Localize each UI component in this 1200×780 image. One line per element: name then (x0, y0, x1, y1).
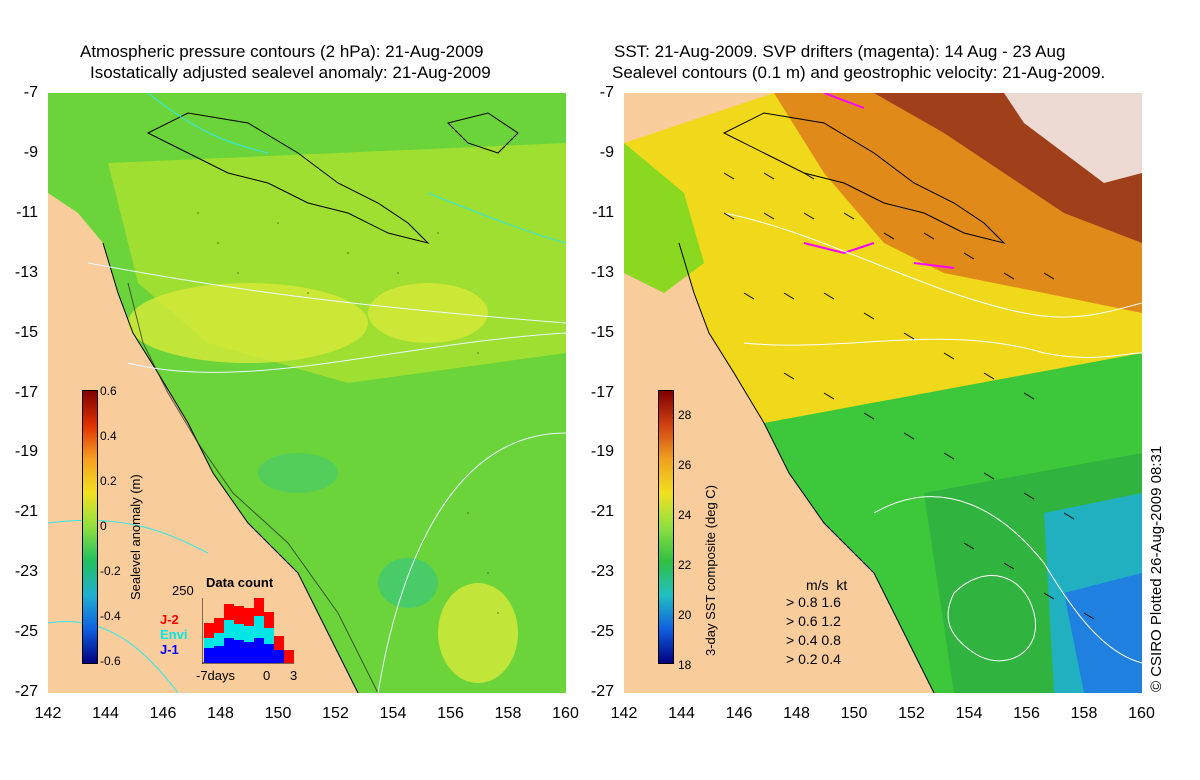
legend-j1: J-1 (160, 642, 179, 657)
sst-colorbar-label: 3-day SST composite (deg C) (703, 485, 718, 656)
x-tick-label: 152 (322, 705, 349, 722)
y-tick-label: -7 (23, 84, 38, 101)
y-tick-label: -15 (14, 323, 38, 341)
y-tick-label: -13 (590, 263, 614, 281)
speed-legend-row: > 0.6 1.2 (786, 613, 841, 629)
data-count-x-start: -7days (196, 668, 236, 683)
data-count-inset (201, 598, 294, 664)
speed-legend-ms-header: m/s (806, 577, 829, 593)
colorbar-tick-label: 20 (678, 608, 692, 622)
x-tick-label: 150 (264, 705, 292, 722)
x-tick-label: 144 (92, 705, 119, 722)
left-title-line1: Atmospheric pressure contours (2 hPa): 2… (80, 42, 484, 61)
right-title-line1: SST: 21-Aug-2009. SVP drifters (magenta)… (614, 42, 1066, 61)
x-tick-label: 156 (1013, 705, 1040, 722)
credit-text: © CSIRO Plotted 26-Aug-2009 08:31 (1148, 445, 1165, 692)
y-tick-label: -23 (14, 563, 38, 581)
y-tick-label: -23 (590, 563, 614, 581)
x-tick-label: 144 (668, 705, 695, 722)
speed-legend-row: > 0.8 1.6 (786, 594, 841, 610)
sealevel-colorbar-label: Sealevel anomaly (m) (128, 474, 143, 600)
speed-legend-header: m/s kt (806, 577, 847, 593)
y-tick-label: -17 (590, 383, 614, 401)
right-title-line2: Sealevel contours (0.1 m) and geostrophi… (612, 63, 1106, 82)
colorbar-tick-label: 0.2 (100, 474, 117, 488)
y-tick-label: -25 (14, 623, 38, 641)
data-count-ymax: 250 (172, 583, 194, 598)
x-tick-label: 154 (955, 705, 983, 722)
colorbar-tick-label: 24 (678, 508, 692, 522)
data-count-x-mid: 0 (263, 668, 271, 683)
colorbar-tick-label: -0.2 (100, 564, 121, 578)
sealevel-colorbar (82, 390, 98, 664)
y-tick-label: -21 (14, 503, 38, 521)
y-tick-label: -9 (599, 143, 614, 161)
x-tick-label: 148 (783, 705, 810, 722)
x-tick-label: 142 (34, 705, 62, 722)
x-tick-label: 150 (840, 705, 868, 722)
x-tick-label: 160 (1128, 705, 1155, 722)
y-tick-label: -19 (14, 443, 38, 461)
y-tick-label: -11 (16, 203, 38, 221)
x-tick-label: 156 (437, 705, 464, 722)
x-tick-label: 152 (898, 705, 925, 722)
y-tick-label: -7 (599, 84, 614, 101)
colorbar-tick-label: 26 (678, 458, 692, 472)
colorbar-tick-label: 0.4 (100, 429, 117, 443)
y-tick-label: -17 (14, 383, 38, 401)
colorbar-tick-label: -0.4 (100, 609, 121, 623)
x-tick-label: 146 (149, 705, 177, 722)
sst-colorbar (658, 390, 674, 664)
y-tick-label: -15 (590, 323, 614, 341)
y-tick-label: -13 (14, 263, 38, 281)
data-count-title: Data count (206, 575, 274, 590)
left-title-line2: Isostatically adjusted sealevel anomaly:… (90, 63, 491, 82)
x-tick-label: 148 (207, 705, 234, 722)
y-tick-label: -19 (590, 443, 614, 461)
data-count-x-end: 3 (290, 668, 298, 683)
legend-envi: Envi (160, 627, 188, 642)
y-tick-label: -11 (592, 203, 614, 221)
x-tick-label: 158 (1070, 705, 1098, 722)
speed-legend-row: > 0.4 0.8 (786, 632, 841, 648)
colorbar-tick-label: -0.6 (100, 654, 121, 668)
colorbar-tick-label: 18 (678, 658, 692, 672)
colorbar-tick-label: 22 (678, 558, 692, 572)
y-tick-label: -25 (590, 623, 614, 641)
colorbar-tick-label: 28 (678, 408, 692, 422)
colorbar-tick-label: 0.6 (100, 384, 117, 398)
x-tick-label: 160 (552, 705, 579, 722)
colorbar-tick-label: 0 (100, 519, 107, 533)
sst-map (624, 93, 1142, 693)
y-tick-label: -27 (14, 683, 38, 700)
speed-legend-row: > 0.2 0.4 (786, 651, 841, 667)
x-tick-label: 142 (610, 705, 638, 722)
y-tick-label: -27 (590, 683, 614, 700)
y-tick-label: -21 (590, 503, 614, 521)
legend-j2: J-2 (160, 612, 179, 627)
x-tick-label: 154 (379, 705, 407, 722)
y-tick-label: -9 (23, 143, 38, 161)
speed-legend-kt-header: kt (836, 577, 848, 593)
x-tick-label: 158 (494, 705, 522, 722)
sealevel-anomaly-map (48, 93, 566, 693)
x-tick-label: 146 (725, 705, 753, 722)
